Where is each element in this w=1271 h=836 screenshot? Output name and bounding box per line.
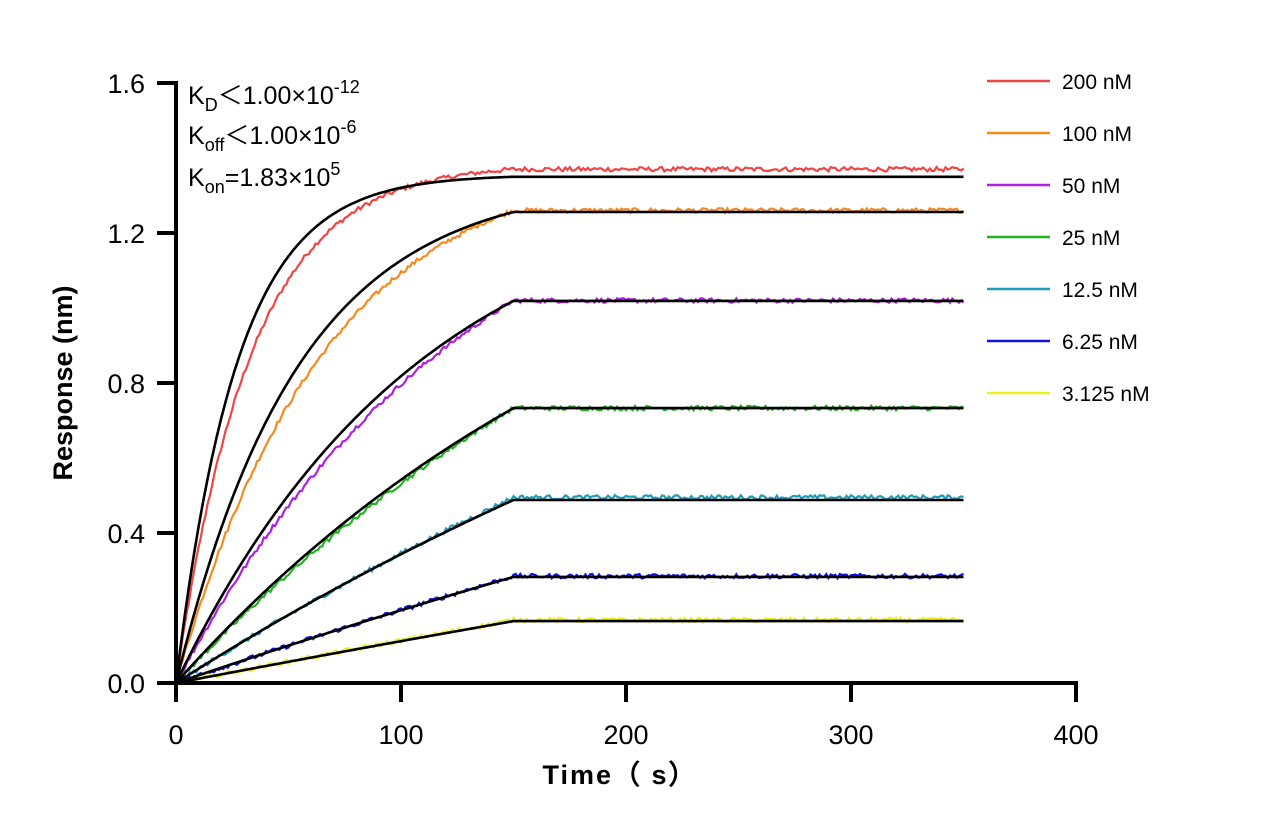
x-tick-label: 0 xyxy=(168,720,183,750)
legend-label: 3.125 nM xyxy=(1062,383,1150,406)
fit-curve-200nM xyxy=(174,175,964,684)
legend-label: 200 nM xyxy=(1062,71,1132,94)
x-tick-label: 300 xyxy=(828,720,873,750)
ticks: 0 100 200 300 400 0.0 0.4 0.8 1.2 1.6 xyxy=(107,69,1098,750)
measured-curve-6.25nM xyxy=(175,572,964,685)
fit-layer xyxy=(174,175,964,685)
measured-curve-200nM xyxy=(174,165,965,684)
legend: 200 nM 100 nM 50 nM 25 nM 12.5 nM 6.25 nM 3.12… xyxy=(987,71,1150,406)
legend-label: 6.25 nM xyxy=(1062,331,1138,354)
y-tick-label: 1.6 xyxy=(107,69,145,99)
measured-curve-50nM xyxy=(175,296,965,684)
x-tick-label: 400 xyxy=(1053,720,1098,750)
y-tick-label: 0.4 xyxy=(107,519,145,549)
legend-label: 50 nM xyxy=(1062,175,1120,198)
annotation-kon: Kon=1.83×105 xyxy=(188,159,340,197)
legend-label: 100 nM xyxy=(1062,123,1132,146)
y-tick-label: 0.8 xyxy=(107,369,145,399)
x-axis-title: Time（ s） xyxy=(542,760,697,790)
series-layer xyxy=(174,165,965,685)
fit-curve-3.125nM xyxy=(175,619,964,685)
y-tick-label: 0.0 xyxy=(107,669,145,699)
measured-curve-3.125nM xyxy=(175,615,965,685)
measured-curve-25nM xyxy=(175,403,964,685)
annotation-kd: KD＜1.00×10-12 xyxy=(188,77,360,115)
annotation-koff: Koff＜1.00×10-6 xyxy=(188,117,356,155)
x-tick-label: 100 xyxy=(378,720,423,750)
fit-curve-50nM xyxy=(174,299,964,684)
fit-curve-12.5nM xyxy=(175,498,964,685)
fit-curve-100nM xyxy=(174,210,964,684)
y-tick-label: 1.2 xyxy=(107,219,145,249)
y-axis-title: Response (nm) xyxy=(48,285,78,480)
fit-curve-25nM xyxy=(175,406,964,684)
legend-label: 25 nM xyxy=(1062,227,1120,250)
x-tick-label: 200 xyxy=(603,720,648,750)
legend-label: 12.5 nM xyxy=(1062,279,1138,302)
measured-curve-12.5nM xyxy=(175,493,964,684)
kinetics-annotations: KD＜1.00×10-12 Koff＜1.00×10-6 Kon=1.83×10… xyxy=(188,77,360,197)
fit-curve-6.25nM xyxy=(175,575,964,685)
